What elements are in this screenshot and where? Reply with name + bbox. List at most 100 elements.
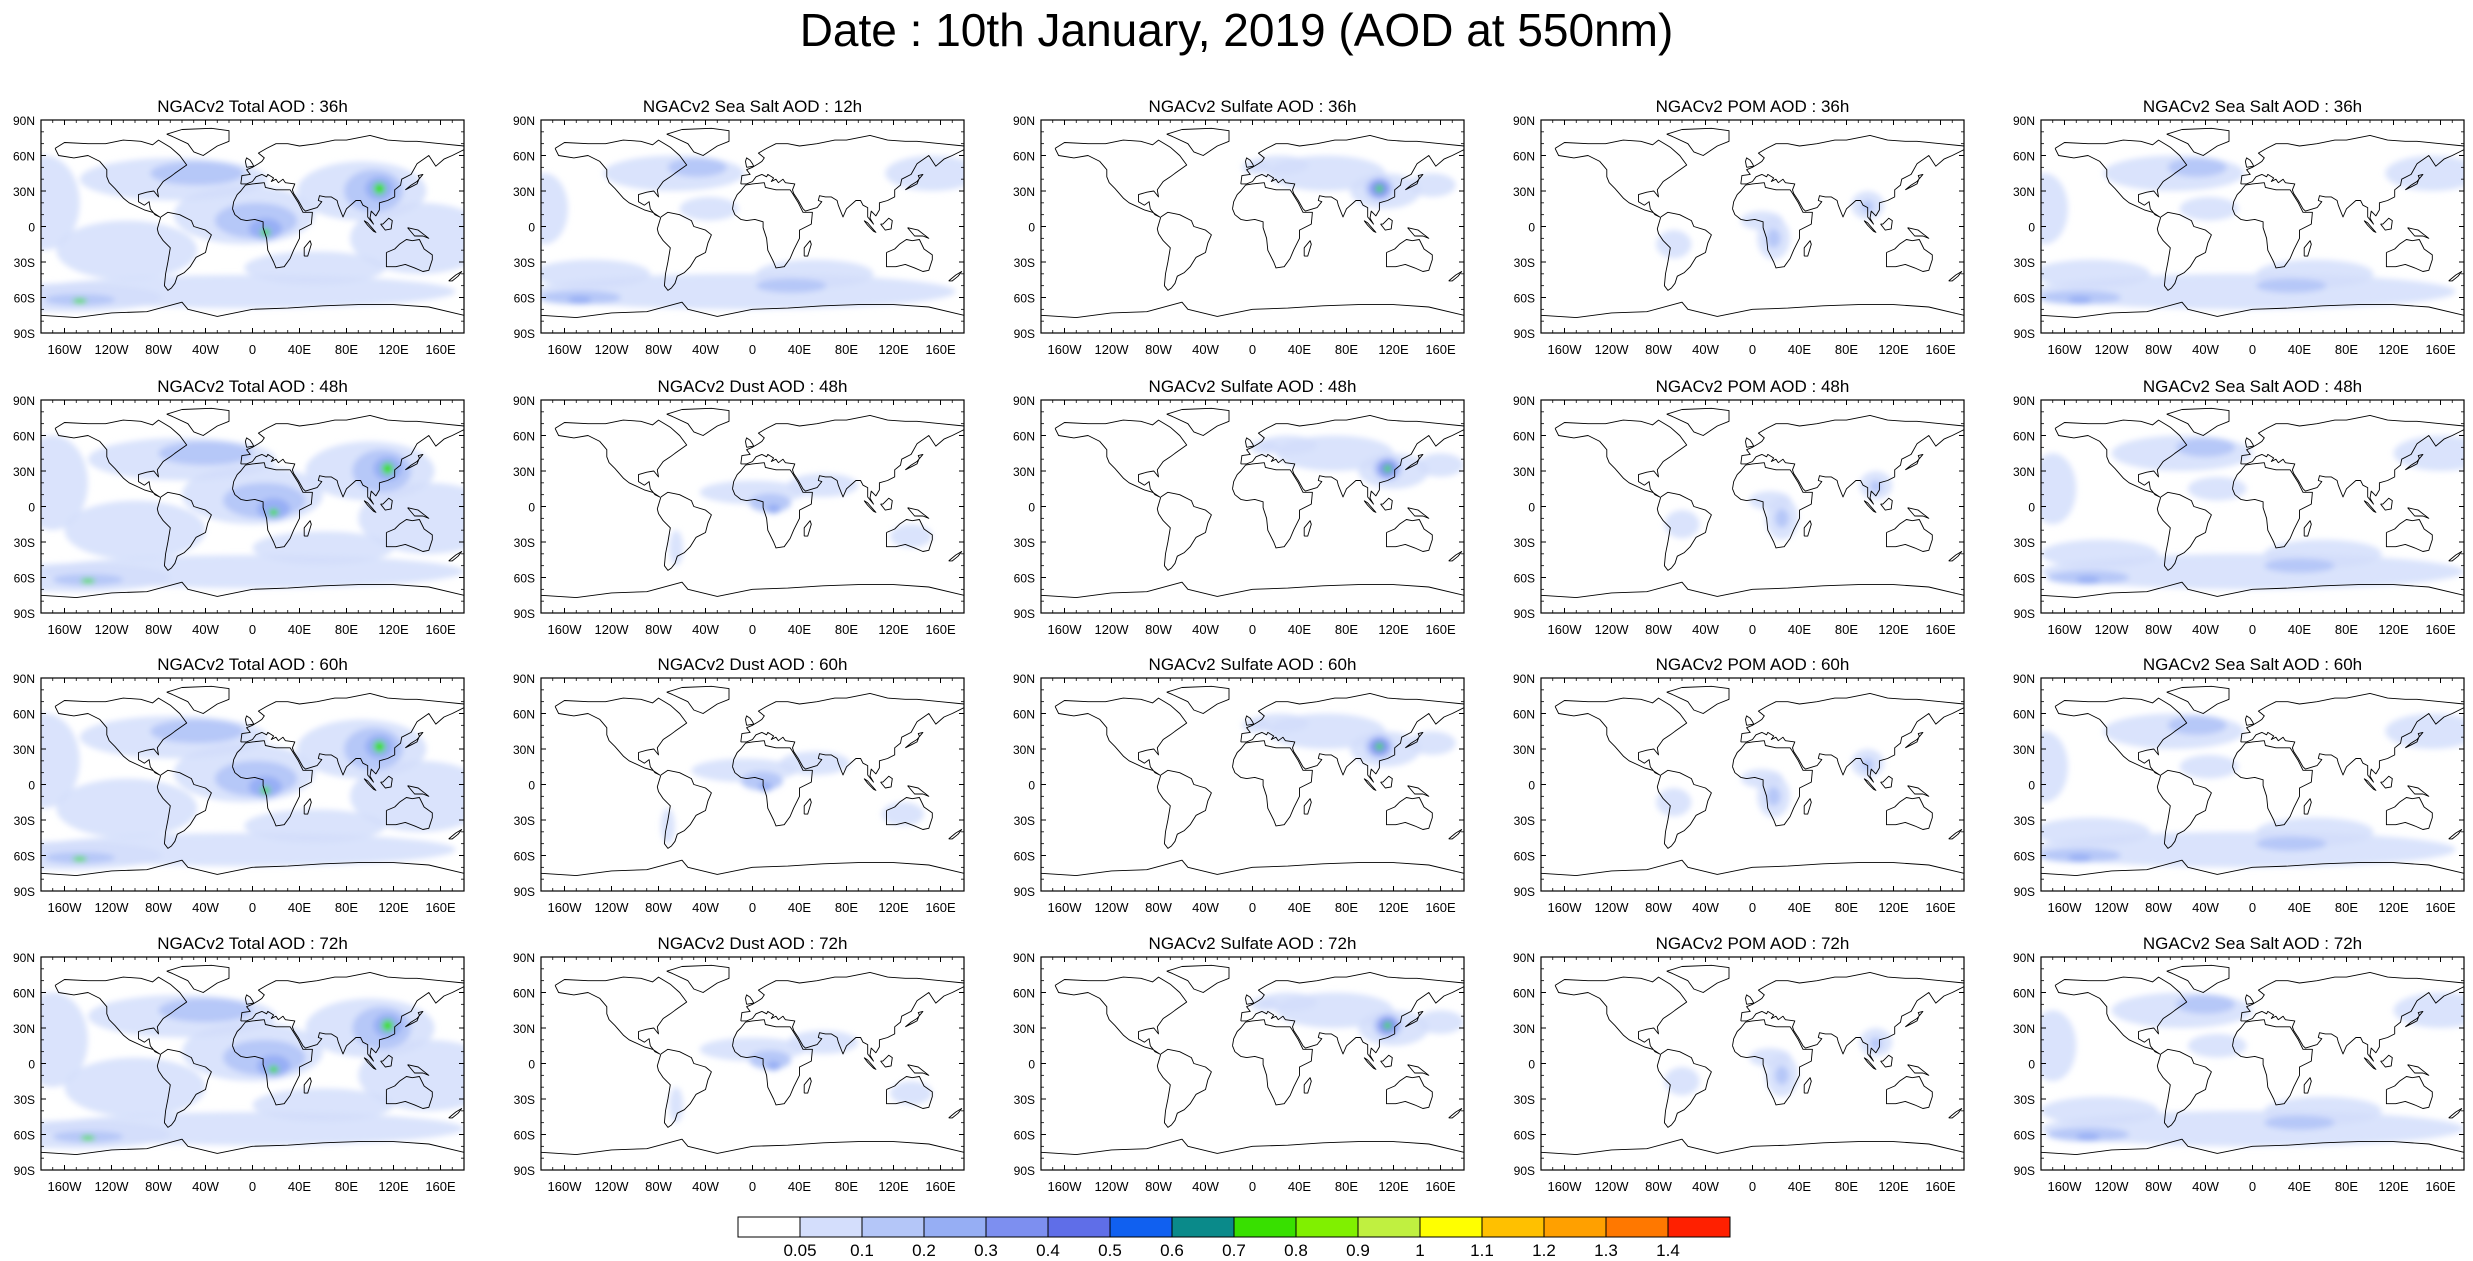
lat-tick-label: 30S	[2014, 256, 2035, 270]
aod-field	[1241, 713, 1456, 767]
lon-tick-label: 80E	[1835, 1179, 1858, 1194]
coastline-madagascar	[2303, 1077, 2312, 1094]
aod-patch	[1408, 173, 1456, 197]
map-panel-ngacv2-sea-salt-aod-48h: NGACv2 Sea Salt AOD : 48h 90N 60N 30N 0 30S 60…	[2013, 377, 2465, 637]
aod-patch	[1250, 440, 1279, 455]
coastline-africa	[732, 1019, 813, 1106]
lat-tick-label: 30N	[13, 185, 35, 199]
lon-tick-label: 80W	[1645, 342, 1672, 357]
lat-tick-label: 30S	[514, 536, 535, 550]
lat-tick-label: 60S	[514, 1129, 535, 1143]
lon-tick-label: 160W	[1548, 1179, 1583, 1194]
panel-title: NGACv2 POM AOD : 36h	[1656, 97, 1850, 116]
coastline-japan	[405, 731, 424, 749]
coastline-greenland	[1166, 127, 1230, 156]
coastline-antarctica	[2041, 859, 2464, 877]
aod-patch	[756, 278, 827, 293]
panel-title: NGACv2 Sea Salt AOD : 12h	[643, 97, 862, 116]
coastlines	[41, 127, 464, 319]
lat-tick-label: 60S	[1014, 572, 1035, 586]
panel-title: NGACv2 Sea Salt AOD : 48h	[2143, 377, 2362, 396]
lat-tick-label: 60S	[514, 850, 535, 864]
lon-tick-label: 0	[1249, 1179, 1256, 1194]
lon-tick-label: 80E	[335, 342, 358, 357]
lat-tick-label: 30N	[513, 465, 535, 479]
coastline-madagascar	[803, 520, 812, 537]
lat-tick-label: 90N	[1013, 672, 1035, 686]
lat-tick-label: 30S	[1514, 1093, 1535, 1107]
coastline-new-zealand	[1948, 829, 1963, 840]
coastline-borneo	[2380, 1054, 2393, 1068]
plot-background	[1541, 957, 1964, 1170]
lat-tick-label: 90N	[1013, 394, 1035, 408]
map-panel-ngacv2-sea-salt-aod-36h: NGACv2 Sea Salt AOD : 36h 90N 60N 30N 0 30S 60…	[2013, 97, 2465, 357]
coastline-sumatra	[1363, 220, 1377, 233]
aod-patch	[787, 1030, 859, 1055]
coastline-greenland	[666, 964, 730, 993]
lat-tick-label: 30S	[2014, 536, 2035, 550]
lat-tick-label: 30N	[1013, 185, 1035, 199]
lat-tick-label: 90N	[1513, 672, 1535, 686]
coastline-uk	[2244, 157, 2255, 168]
lon-tick-label: 80W	[2145, 1179, 2172, 1194]
lat-tick-label: 60S	[14, 572, 35, 586]
coastline-australia	[1886, 519, 1933, 552]
coastline-greenland	[2166, 127, 2230, 156]
lat-tick-label: 30S	[2014, 1093, 2035, 1107]
lat-tick-label: 90N	[13, 672, 35, 686]
coastline-antarctica	[541, 301, 964, 319]
aod-patch	[1664, 510, 1700, 539]
lat-tick-label: 90S	[1014, 1164, 1035, 1178]
aod-patch	[669, 530, 684, 566]
coastline-uk	[244, 157, 255, 168]
panel-title: NGACv2 POM AOD : 60h	[1656, 655, 1850, 674]
lon-tick-label: 120E	[1878, 622, 1909, 637]
coastline-sumatra	[1863, 1057, 1877, 1070]
aod-patch	[766, 1061, 781, 1071]
map-panel-ngacv2-dust-aod-48h: NGACv2 Dust AOD : 48h 90N 60N 30N 0 30S 60S 90S…	[513, 377, 965, 637]
coastline-greenland	[2166, 407, 2230, 436]
lon-tick-label: 160W	[2048, 622, 2083, 637]
coastline-africa	[2232, 182, 2313, 269]
coastline-eurasia	[1740, 692, 1964, 783]
coastline-antarctica	[1041, 581, 1464, 599]
panel-title: NGACv2 Sulfate AOD : 72h	[1149, 934, 1357, 953]
aod-patch	[2167, 157, 2227, 177]
coastline-madagascar	[2303, 798, 2312, 815]
lon-tick-label: 160E	[2425, 900, 2456, 915]
lat-tick-label: 60N	[513, 708, 535, 722]
coastline-greenland	[1666, 964, 1730, 993]
coastline-greenland	[1666, 407, 1730, 436]
lon-tick-label: 80W	[1145, 1179, 1172, 1194]
lon-tick-label: 0	[1749, 342, 1756, 357]
coastline-australia	[385, 519, 433, 552]
lat-tick-label: 0	[28, 501, 35, 515]
lat-tick-label: 30S	[1514, 814, 1535, 828]
lat-tick-label: 60N	[1013, 150, 1035, 164]
coastline-north-america	[2054, 697, 2188, 776]
lat-tick-label: 30N	[1513, 743, 1535, 757]
map-panel-ngacv2-sea-salt-aod-12h: NGACv2 Sea Salt AOD : 12h 90N 60N 30N 0 30S 60…	[513, 97, 965, 357]
aod-patch	[1250, 997, 1279, 1012]
lon-tick-label: 120E	[1378, 622, 1409, 637]
coastline-africa	[2232, 740, 2313, 827]
aod-field	[669, 1030, 933, 1123]
lon-tick-label: 120W	[595, 1179, 630, 1194]
coastline-eurasia	[2240, 971, 2464, 1062]
aod-patch	[41, 833, 456, 867]
coastline-borneo	[1380, 1054, 1393, 1068]
coastlines	[2041, 685, 2464, 877]
lon-tick-label: 120E	[2378, 342, 2409, 357]
aod-field	[541, 155, 964, 310]
aod-patch	[2103, 713, 2245, 749]
lon-tick-label: 160E	[2425, 1179, 2456, 1194]
lat-tick-label: 30N	[2013, 1022, 2035, 1036]
lon-tick-label: 40E	[1788, 900, 1811, 915]
coastline-uk	[2244, 715, 2255, 726]
aod-patch	[885, 155, 964, 191]
lon-tick-label: 0	[749, 1179, 756, 1194]
lat-tick-label: 30N	[2013, 185, 2035, 199]
lon-tick-label: 80W	[1145, 622, 1172, 637]
lat-tick-label: 60N	[513, 430, 535, 444]
